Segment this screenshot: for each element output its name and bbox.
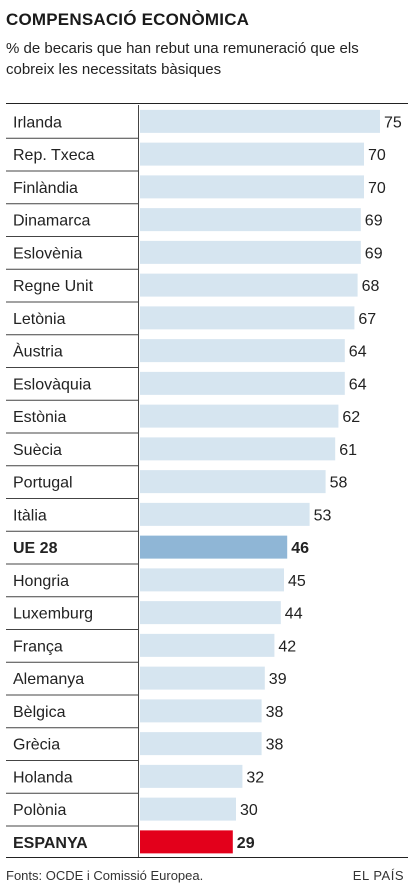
- value-label: 68: [362, 278, 380, 295]
- category-label: Polònia: [13, 802, 66, 819]
- value-label: 45: [288, 573, 306, 590]
- value-label: 67: [358, 311, 376, 328]
- category-label: Àustria: [13, 342, 63, 361]
- category-label: ESPANYA: [13, 835, 88, 852]
- value-label: 58: [330, 475, 348, 492]
- bar: [140, 371, 345, 395]
- bar: [140, 633, 275, 657]
- category-label: Alemanya: [13, 671, 84, 688]
- bar: [140, 601, 281, 625]
- category-label: Itàlia: [13, 507, 47, 524]
- value-label: 42: [278, 638, 296, 655]
- value-label: 62: [342, 409, 360, 426]
- bar: [140, 470, 326, 494]
- source-note: Fonts: OCDE i Comissió Europea.: [6, 868, 204, 883]
- value-label: 75: [384, 114, 402, 131]
- publisher-brand: EL PAÍS: [352, 868, 404, 883]
- bar: [140, 830, 233, 854]
- category-label: Eslovàquia: [13, 376, 91, 393]
- value-label: 32: [246, 769, 264, 786]
- value-label: 53: [314, 507, 332, 524]
- value-label: 38: [266, 737, 284, 754]
- bar: [140, 568, 284, 592]
- value-label: 61: [339, 442, 357, 459]
- bar: [140, 666, 265, 690]
- bar: [140, 502, 310, 526]
- category-label: Irlanda: [13, 114, 62, 131]
- category-label: Regne Unit: [13, 278, 94, 295]
- bar: [140, 109, 380, 133]
- bar: [140, 699, 262, 723]
- category-label: Suècia: [13, 442, 62, 459]
- value-label: 38: [266, 704, 284, 721]
- category-label: França: [13, 638, 63, 655]
- value-label: 70: [368, 180, 386, 197]
- bar: [140, 175, 364, 199]
- bar: [140, 797, 236, 821]
- value-label: 70: [368, 147, 386, 164]
- bottom-rule: [6, 857, 408, 858]
- bar: [140, 732, 262, 756]
- bar: [140, 535, 288, 559]
- bar: [140, 208, 361, 232]
- category-label: Hongria: [13, 573, 69, 590]
- bar: [140, 404, 339, 428]
- category-label: Holanda: [13, 769, 73, 786]
- bar: [140, 764, 243, 788]
- value-label: 29: [237, 835, 255, 852]
- category-label: Grècia: [13, 737, 60, 754]
- bar: [140, 306, 355, 330]
- chart-title: COMPENSACIÓ ECONÒMICA: [6, 10, 250, 29]
- value-label: 64: [349, 344, 367, 361]
- category-label: Estònia: [13, 409, 66, 426]
- bar: [140, 273, 358, 297]
- bar: [140, 240, 361, 264]
- value-label: 69: [365, 245, 383, 262]
- category-label: Bèlgica: [13, 704, 66, 721]
- value-label: 39: [269, 671, 287, 688]
- category-label: Finlàndia: [13, 180, 78, 197]
- category-label: Eslovènia: [13, 245, 82, 262]
- category-label: UE 28: [13, 540, 58, 557]
- category-label: Rep. Txeca: [13, 147, 95, 164]
- bar: [140, 339, 345, 363]
- top-rule: [6, 103, 408, 104]
- bar: [140, 437, 336, 461]
- category-label: Portugal: [13, 475, 73, 492]
- value-label: 30: [240, 802, 258, 819]
- bar-chart: Irlanda 75 Rep. Txeca 70 Finlàndia 70 Dinamarc…: [6, 105, 402, 857]
- category-label: Letònia: [13, 311, 66, 328]
- value-label: 46: [291, 540, 309, 557]
- value-label: 44: [285, 606, 303, 623]
- value-label: 69: [365, 213, 383, 230]
- category-label: Luxemburg: [13, 606, 93, 623]
- bar: [140, 142, 364, 166]
- value-label: 64: [349, 376, 367, 393]
- chart-subtitle: % de becaris que han rebut una remunerac…: [6, 40, 359, 78]
- category-label: Dinamarca: [13, 213, 90, 230]
